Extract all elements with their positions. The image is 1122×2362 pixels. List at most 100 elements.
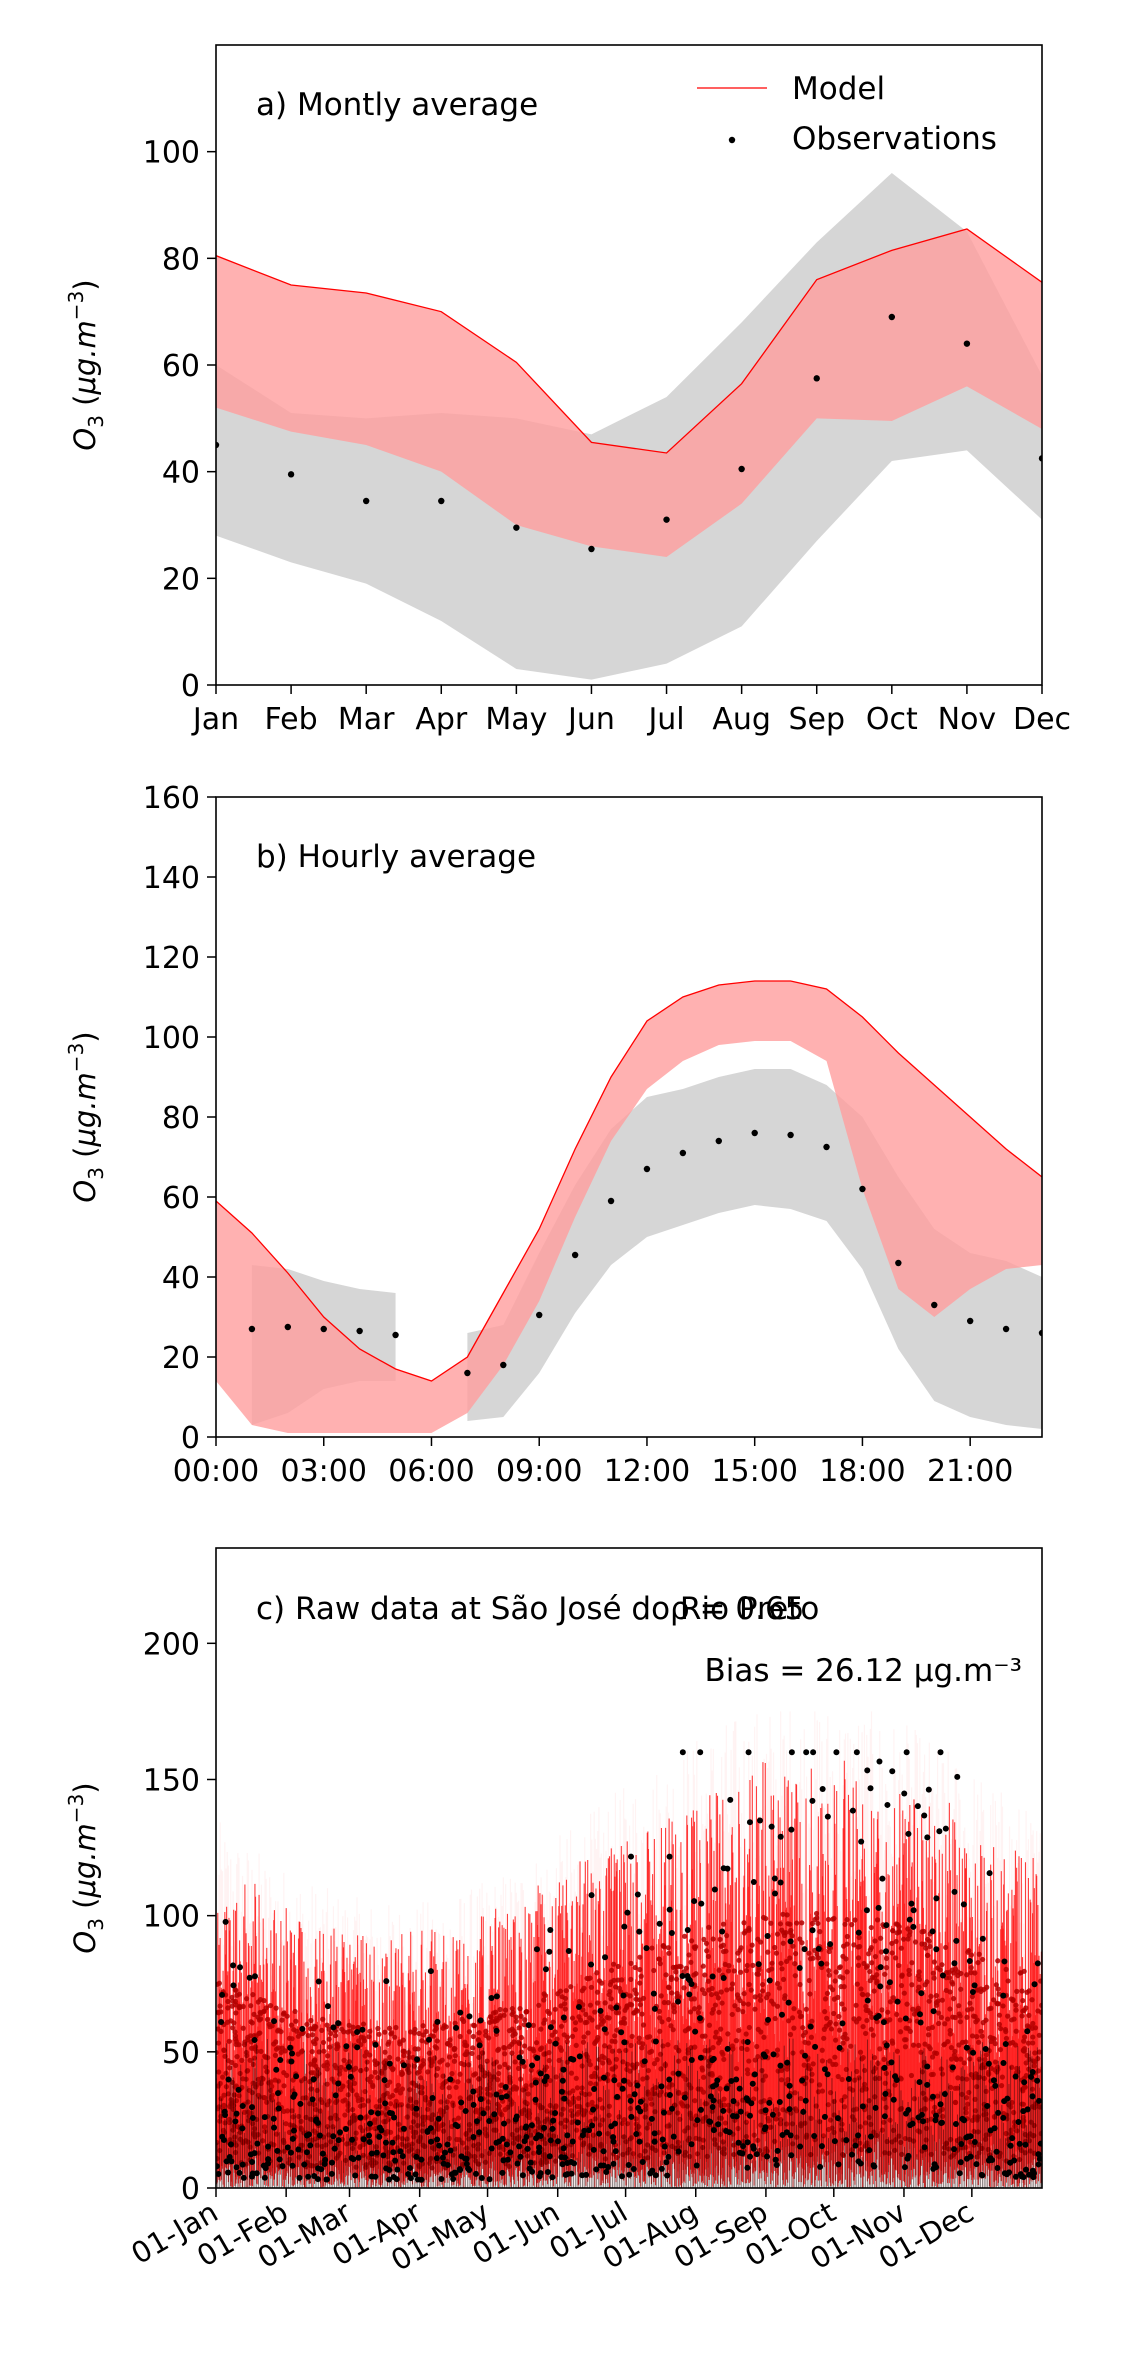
observation-point-dense — [530, 2022, 536, 2028]
observation-point-dense — [595, 2034, 601, 2041]
observation-point-dense — [1021, 1968, 1027, 1974]
observation-point-dense — [429, 2059, 435, 2065]
observation-point-dense — [731, 2151, 737, 2158]
observation-point-dense — [590, 2073, 596, 2079]
observation-point-dense — [738, 1969, 744, 1975]
observation-point-dense — [983, 2017, 989, 2023]
observation-point-dense — [925, 1952, 931, 1958]
observation-point-dense — [1038, 1978, 1042, 1984]
observation-point-dense — [624, 2121, 631, 2127]
observation-point-dense — [788, 1927, 794, 1933]
observation-point-dense — [605, 2057, 611, 2064]
model-hourly-haze — [980, 1782, 982, 2188]
observation-point-dense — [996, 2021, 1002, 2027]
observation-point-dense — [916, 2042, 922, 2048]
observation-point-dense — [395, 2082, 401, 2088]
observation-point-dense — [943, 1987, 949, 1994]
observation-point-dense — [355, 2098, 361, 2104]
observation-point-dense — [221, 2047, 227, 2054]
observation-point-dense — [461, 2018, 467, 2025]
observation-point-dense — [775, 1980, 781, 1987]
observation-point-dense — [612, 1984, 619, 1990]
model-hourly-haze — [983, 1809, 985, 2188]
observation-point-dense — [290, 2114, 296, 2120]
observation-point-dense — [216, 1980, 222, 1986]
observation-point-dense — [408, 2029, 414, 2035]
observation-point-dense — [733, 2038, 739, 2044]
observation-point-dense — [743, 1967, 750, 1974]
observation-point-dense — [708, 1991, 715, 1998]
observation-point-dense — [606, 1992, 612, 1998]
observation-point-dense — [817, 1929, 823, 1935]
model-hourly-haze — [837, 1834, 840, 2188]
model-hourly-haze — [658, 1809, 660, 2188]
observation-point-dense — [247, 2144, 253, 2150]
observation-point-dense — [576, 2095, 582, 2101]
observation-point-dense — [790, 1943, 796, 1949]
observation-point-dense — [939, 2071, 946, 2077]
observation-point-dense — [572, 2020, 579, 2026]
observation-point-dense — [772, 2015, 778, 2022]
observation-point-dense — [446, 2085, 452, 2091]
panel-b-xtick-label: 00:00 — [173, 1454, 259, 1489]
observation-point-dense — [709, 2072, 715, 2078]
observation-point-dense — [546, 2132, 553, 2138]
observation-point-dense — [453, 2084, 459, 2090]
model-hourly-haze — [959, 1799, 961, 2188]
observation-point-dense — [368, 2160, 374, 2166]
observation-point-dense — [636, 1997, 643, 2003]
observation-point-dense — [741, 1920, 747, 1926]
observation-point-dense — [661, 1999, 667, 2006]
observation-point-dense — [1030, 2034, 1036, 2040]
observation-point-dense — [938, 2014, 945, 2021]
observation-point-dense — [621, 2134, 627, 2140]
observation-point-dense — [346, 2083, 352, 2090]
observation-point-dense — [975, 2039, 982, 2045]
observation-point-dense — [925, 1936, 931, 1942]
observation-point-dense — [717, 2086, 723, 2092]
model-hourly-haze — [570, 1830, 572, 2188]
observation-point-dense — [624, 2150, 631, 2156]
observation-point-dense — [874, 1978, 880, 1984]
observation-point-dense — [255, 1999, 261, 2005]
observation-point-dense — [947, 2031, 953, 2037]
observation-point-dense — [497, 2006, 503, 2013]
observation-point-dense — [874, 1917, 881, 1923]
observation-point-dense — [390, 2067, 396, 2073]
observation-point-dense — [382, 2065, 388, 2071]
observation-point-dense — [839, 2097, 845, 2104]
observation-point-dense — [444, 2105, 450, 2111]
observation-point-dense — [472, 2071, 479, 2077]
observation-point-dense — [418, 2075, 424, 2081]
observation-point-dense — [720, 2139, 726, 2145]
observation-point-dense — [947, 2006, 953, 2012]
model-hourly-haze — [848, 1867, 850, 2188]
observation-point-dense — [851, 1942, 857, 1948]
observation-point-dense — [586, 2151, 592, 2157]
observation-point-dense — [599, 2053, 605, 2059]
observation-point-dense — [838, 2127, 845, 2133]
observation-point-dense — [307, 2116, 314, 2122]
observation-point-dense — [832, 1978, 838, 1984]
observation-point-dense — [396, 2121, 402, 2127]
observation-point-dense — [364, 2059, 370, 2065]
observation-point-dense — [822, 2009, 828, 2015]
observation-point-dense — [910, 2042, 917, 2048]
observation-point-dense — [599, 2105, 606, 2111]
observation-point-dense — [595, 2024, 601, 2030]
observation-point-dense — [905, 1936, 911, 1942]
observation-point-dense — [769, 1960, 775, 1966]
observation-point-dense — [720, 1942, 726, 1948]
observation-point-dense — [686, 2135, 692, 2141]
observation-point-dense — [1030, 2020, 1036, 2027]
observation-point-dense — [839, 2121, 845, 2127]
observation-point-dense — [521, 2022, 527, 2028]
observation-point-dense — [682, 1933, 688, 1939]
observation-point-dense — [691, 1972, 697, 1978]
observation-point-dense — [832, 2037, 839, 2043]
model-hourly-haze — [833, 1798, 835, 2188]
observation-point-dense — [1036, 2049, 1042, 2055]
observation-point-dense — [370, 2083, 376, 2090]
observation-point-dense — [950, 1996, 957, 2002]
observation-point-dense — [499, 2112, 505, 2118]
